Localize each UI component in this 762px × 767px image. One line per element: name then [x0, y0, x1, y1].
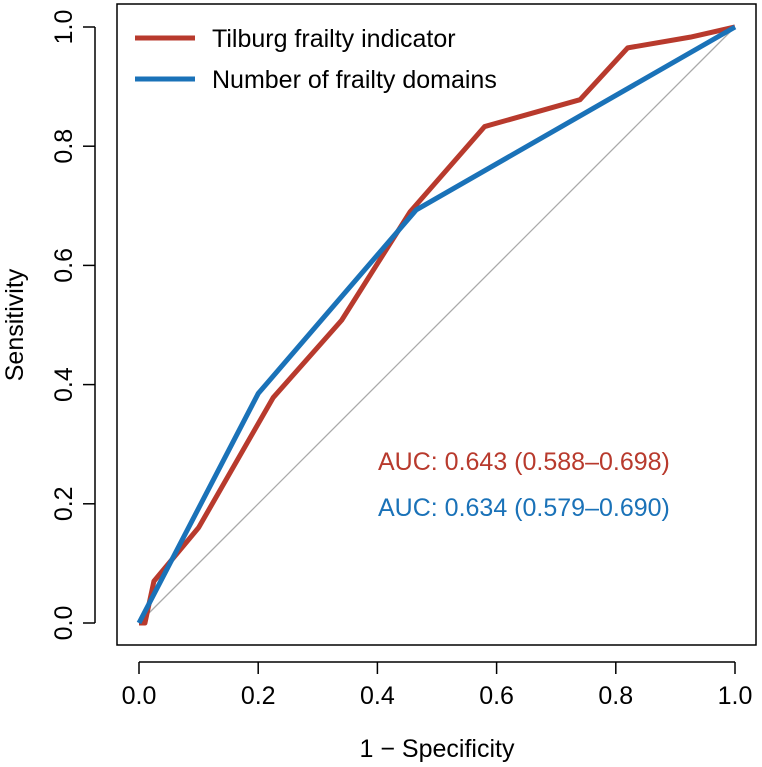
x-tick-label: 0.4 — [360, 682, 395, 710]
plot-frame — [116, 3, 757, 646]
legend: Tilburg frailty indicator Number of frai… — [135, 25, 497, 94]
x-axis-label: 1 − Specificity — [360, 735, 515, 763]
series-line-domains — [136, 24, 737, 625]
x-tick-label: 0.0 — [122, 682, 157, 710]
x-tick-label: 1.0 — [718, 682, 753, 710]
y-tick-label: 0.8 — [50, 129, 78, 164]
legend-label-domains: Number of frailty domains — [212, 66, 497, 94]
reference-diagonal — [138, 26, 736, 624]
x-axis: 0.0 0.2 0.4 0.6 0.8 1.0 — [122, 661, 753, 710]
auc-annotation-domains: AUC: 0.634 (0.579–0.690) — [378, 494, 670, 522]
legend-label-tilburg: Tilburg frailty indicator — [212, 25, 456, 53]
series-layer — [136, 24, 737, 626]
y-axis: 0.0 0.2 0.4 0.6 0.8 1.0 — [50, 10, 96, 641]
y-axis-label: Sensitivity — [1, 268, 29, 381]
x-tick-label: 0.6 — [479, 682, 514, 710]
y-tick-label: 0.6 — [50, 248, 78, 283]
x-tick-label: 0.2 — [241, 682, 276, 710]
auc-annotation-tilburg: AUC: 0.643 (0.588–0.698) — [378, 448, 670, 476]
y-tick-label: 0.4 — [50, 367, 78, 402]
x-tick-label: 0.8 — [598, 682, 633, 710]
y-tick-label: 0.0 — [50, 606, 78, 641]
y-tick-label: 1.0 — [50, 10, 78, 45]
y-tick-label: 0.2 — [50, 486, 78, 521]
series-line-tilburg — [139, 24, 736, 626]
